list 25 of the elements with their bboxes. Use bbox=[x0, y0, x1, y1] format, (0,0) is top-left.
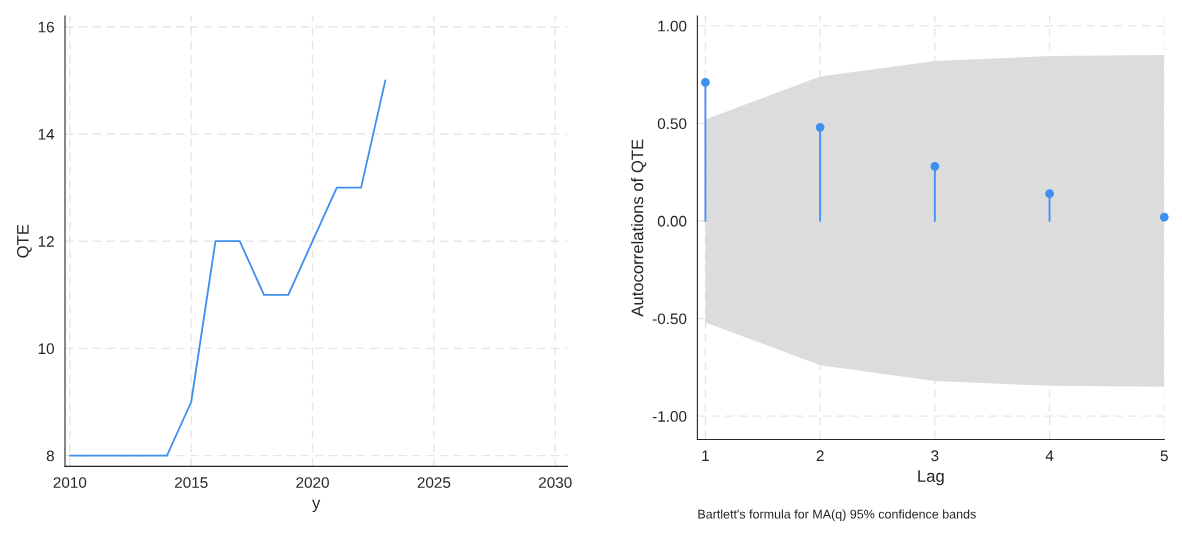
y-tick-label: 8 bbox=[46, 450, 54, 462]
x-tick-label: 1 bbox=[702, 450, 709, 462]
x-tick-label: 3 bbox=[931, 450, 939, 462]
y-tick-label: 0.50 bbox=[657, 118, 687, 130]
y-tick-label: 12 bbox=[38, 236, 54, 247]
x-axis-title: Lag bbox=[918, 470, 944, 486]
y-tick-label: 1.00 bbox=[658, 20, 687, 32]
y-tick-label: -1.00 bbox=[652, 410, 687, 422]
text: Bartlett's formula for MA(q) 95% confidence bands bbox=[698, 509, 976, 522]
x-tick-label: 2010 bbox=[53, 477, 87, 488]
x-tick-label: 5 bbox=[1160, 450, 1168, 462]
y-axis-title: Autocorrelations of QTE bbox=[631, 139, 647, 317]
x-tick-label: 4 bbox=[1045, 450, 1054, 462]
y-tick-label: 14 bbox=[38, 129, 55, 140]
x-tick-label: 2025 bbox=[417, 477, 451, 488]
y-tick-label: 10 bbox=[38, 343, 54, 355]
y-tick-label: 0.00 bbox=[657, 215, 687, 227]
x-tick-label: 2030 bbox=[539, 477, 572, 488]
x-tick-label: 2 bbox=[816, 450, 824, 462]
y-tick-label: 16 bbox=[38, 21, 54, 33]
x-tick-label: 2015 bbox=[174, 477, 208, 488]
y-tick-label: -0.50 bbox=[652, 313, 687, 325]
x-axis-title: y bbox=[312, 499, 321, 513]
y-axis-title: QTE bbox=[16, 224, 32, 258]
x-tick-label: 2020 bbox=[296, 477, 329, 488]
